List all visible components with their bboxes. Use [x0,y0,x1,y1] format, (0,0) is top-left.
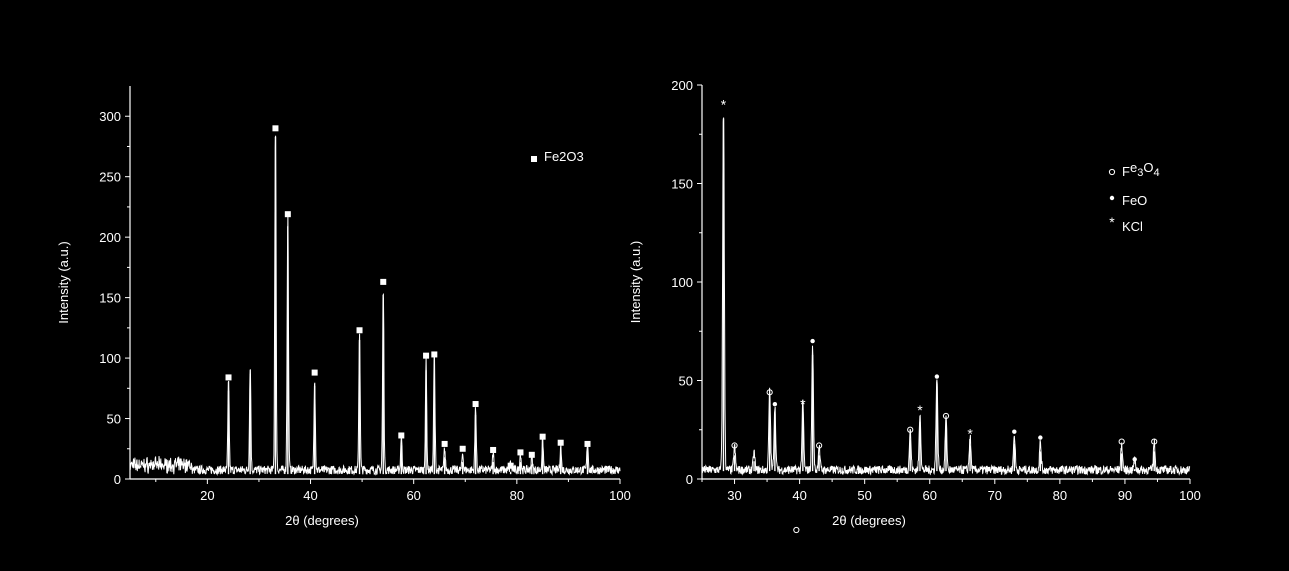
x-tick-label: 20 [200,488,214,503]
x-tick-label: 40 [303,488,317,503]
y-tick-label: 250 [99,170,121,185]
phase-marker-square [557,439,564,446]
legend-label-feo: FeO [1122,193,1147,208]
diffraction-trace [129,135,621,477]
x-tick-label: 80 [1053,488,1067,503]
stray-circle-marker [793,526,800,534]
phase-marker-square [528,451,535,458]
y-tick-label: 0 [114,472,121,487]
phase-marker-square [225,374,232,381]
phase-marker-square [490,446,497,453]
phase-marker-square [284,211,291,218]
legend-star-icon: * [1109,214,1115,230]
legend-label-kcl: KCl [1122,219,1143,234]
phase-marker-square [539,433,546,440]
phase-marker-square [584,440,591,447]
phase-marker-square [272,125,279,132]
phase-marker-circle-open [907,426,914,433]
phase-marker-square [472,401,479,408]
x-tick-label: 100 [1179,488,1201,503]
y-tick-label: 200 [671,78,693,93]
extra-markers [793,526,800,534]
x-tick-label: 60 [406,488,420,503]
x-tick-label: 40 [792,488,806,503]
phase-marker-circle-open [731,442,738,449]
phase-marker-dot [1132,457,1137,462]
phase-marker-dot [1012,429,1017,434]
legend-circle-icon [1108,168,1116,176]
legend-square-icon [531,156,537,162]
x-axis-label: 2θ (degrees) [832,513,906,528]
legend-dot-icon [1109,195,1115,201]
x-axis-label: 2θ (degrees) [285,513,359,528]
phase-marker-star: * [721,97,727,113]
phase-marker-square [380,278,387,285]
phase-marker-circle-open [942,412,950,420]
x-tick-label: 80 [510,488,524,503]
y-axis-label: Intensity (a.u.) [628,241,643,323]
phase-marker-dot [1038,435,1043,440]
legend-label-fe2o3: Fe2O3 [544,149,584,164]
x-tick-label: 50 [857,488,871,503]
phase-marker-circle-open [1151,438,1158,445]
phase-marker-square [356,327,363,334]
phase-marker-square [431,351,438,358]
phase-marker-square [423,352,430,359]
phase-marker-square [311,369,318,376]
phase-marker-circle-open [766,389,773,396]
x-tick-label: 30 [727,488,741,503]
y-tick-label: 200 [99,230,121,245]
x-tick-label: 60 [922,488,936,503]
x-tick-label: 90 [1118,488,1132,503]
phase-marker-circle-open [1118,438,1125,445]
plot-fe2o3: 0 50 100 150 200 250 300 20 40 60 80 100 2θ (degrees… [56,86,631,528]
legend: Fe2O3 [531,149,584,164]
x-tick-label: 70 [988,488,1002,503]
plot-fe3o4-feo-kcl: 0 50 100 150 200 30 40 50 60 70 80 90 100 2θ (degrees… [628,78,1201,528]
y-tick-label: 100 [99,351,121,366]
y-axis-label: Intensity (a.u.) [56,241,71,323]
phase-marker-star: * [967,426,973,442]
legend: Fe3O4 FeO * KCl [1108,160,1160,234]
phase-marker-square [459,445,466,452]
y-tick-label: 150 [671,177,693,192]
y-tick-label: 300 [99,109,121,124]
diffraction-trace [701,117,1191,476]
x-tick-label: 100 [609,488,631,503]
phase-marker-dot [772,401,778,407]
phase-marker-dot [810,338,815,344]
phase-marker-star: * [917,402,923,418]
phase-marker-square [441,440,448,447]
y-tick-label: 150 [99,291,121,306]
phase-marker-square [507,462,514,469]
legend-label-fe3o4: Fe3O4 [1122,160,1160,179]
y-tick-label: 50 [679,374,693,389]
y-tick-label: 0 [686,472,693,487]
phase-marker-square [398,432,405,439]
phase-marker-square [517,449,524,456]
phase-marker-star: * [800,396,806,412]
phase-marker-circle-open [816,442,823,449]
y-tick-label: 100 [671,275,693,290]
phase-marker-dot [934,374,940,379]
y-tick-label: 50 [107,412,121,427]
